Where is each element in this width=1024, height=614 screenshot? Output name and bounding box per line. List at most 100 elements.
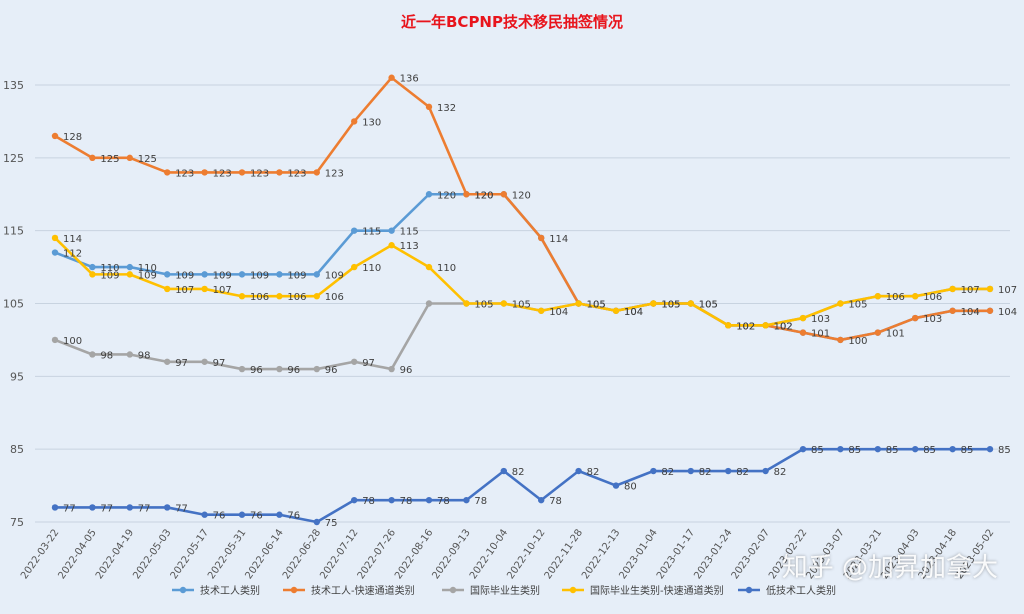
x-tick-label: 2022-08-16 (393, 527, 435, 581)
data-label: 76 (213, 511, 226, 522)
x-tick-label: 2022-07-12 (318, 527, 360, 581)
data-label: 77 (175, 503, 188, 514)
data-point (612, 307, 620, 314)
data-point (500, 191, 507, 198)
data-label: 128 (63, 132, 82, 143)
data-label: 123 (325, 168, 344, 179)
data-point (874, 293, 881, 300)
series-line (53, 447, 992, 524)
x-tick-label: 2023-02-07 (730, 527, 772, 581)
data-point (201, 169, 208, 176)
x-tick-label: 2022-07-26 (356, 527, 398, 581)
data-point (238, 511, 246, 518)
data-label: 132 (437, 103, 456, 114)
data-point (575, 467, 582, 475)
data-point (351, 227, 358, 234)
data-point (89, 504, 96, 511)
data-point (164, 271, 171, 278)
data-point (276, 169, 283, 176)
x-tick-label: 2022-09-13 (431, 527, 473, 581)
data-point (164, 504, 171, 511)
data-label: 106 (250, 292, 269, 303)
data-label: 104 (624, 307, 643, 318)
x-tick-label: 2023-01-04 (618, 527, 660, 581)
data-point (351, 358, 358, 365)
data-point (425, 300, 433, 307)
data-label: 125 (138, 154, 157, 165)
data-point (425, 496, 433, 504)
data-point (89, 263, 96, 271)
y-tick-label: 95 (10, 370, 24, 383)
data-label: 110 (437, 263, 456, 274)
data-label: 85 (961, 445, 974, 456)
data-point (949, 285, 956, 293)
x-tick-label: 2022-12-13 (580, 527, 622, 581)
data-point (351, 496, 358, 504)
data-label: 82 (512, 467, 525, 478)
data-label: 85 (998, 445, 1011, 456)
data-label: 120 (512, 190, 531, 201)
data-point (837, 336, 844, 344)
data-point (500, 467, 507, 475)
data-label: 85 (886, 445, 899, 456)
data-label: 78 (400, 496, 413, 507)
data-point (463, 300, 470, 307)
data-label: 85 (811, 445, 824, 456)
data-point (351, 263, 358, 271)
data-point (51, 132, 59, 140)
data-label: 98 (138, 350, 151, 361)
legend-marker (745, 586, 753, 594)
data-point (313, 271, 320, 278)
data-label: 101 (811, 329, 830, 340)
data-label: 123 (175, 168, 194, 179)
data-point (51, 504, 59, 511)
data-label: 105 (512, 300, 531, 311)
series-line (53, 76, 992, 342)
data-label: 78 (362, 496, 375, 507)
data-point (425, 263, 433, 271)
x-tick-label: 2022-04-19 (94, 527, 136, 581)
data-label: 120 (474, 190, 493, 201)
data-label: 109 (325, 270, 344, 281)
data-label: 105 (699, 300, 718, 311)
data-label: 136 (400, 74, 419, 85)
data-point (351, 118, 358, 125)
data-label: 107 (998, 285, 1017, 296)
data-label: 105 (699, 300, 718, 311)
data-label: 103 (811, 314, 830, 325)
data-label: 110 (100, 263, 119, 274)
data-point (51, 234, 59, 242)
legend-marker (449, 586, 457, 594)
data-point (388, 365, 395, 373)
legend-label: 技术工人-快速通道类别 (311, 584, 415, 597)
data-label: 110 (362, 263, 381, 274)
data-label: 105 (587, 300, 606, 311)
data-label: 109 (138, 270, 157, 281)
data-point (126, 271, 133, 278)
data-label: 104 (549, 307, 568, 318)
data-label: 85 (923, 445, 936, 456)
data-point (725, 322, 732, 329)
data-label: 120 (437, 190, 456, 201)
data-label: 112 (63, 249, 82, 260)
data-label: 77 (63, 503, 76, 514)
data-point (126, 351, 133, 358)
x-tick-label: 2022-05-03 (131, 527, 173, 581)
data-label: 97 (362, 358, 375, 369)
data-point (687, 300, 694, 307)
y-tick-label: 115 (3, 225, 24, 238)
data-label: 109 (287, 270, 306, 281)
data-point (425, 103, 433, 111)
data-label: 113 (400, 241, 419, 252)
data-label: 105 (661, 300, 680, 311)
data-label: 105 (848, 300, 867, 311)
y-tick-label: 125 (3, 152, 24, 165)
data-label: 78 (437, 496, 450, 507)
legend-label: 国际毕业生类别-快速通道类别 (590, 584, 724, 597)
x-tick-label: 2022-11-28 (543, 527, 585, 581)
data-point (276, 271, 283, 278)
data-point (912, 314, 919, 322)
x-tick-label: 2022-10-04 (468, 527, 510, 581)
x-tick-label: 2022-06-28 (281, 527, 323, 581)
